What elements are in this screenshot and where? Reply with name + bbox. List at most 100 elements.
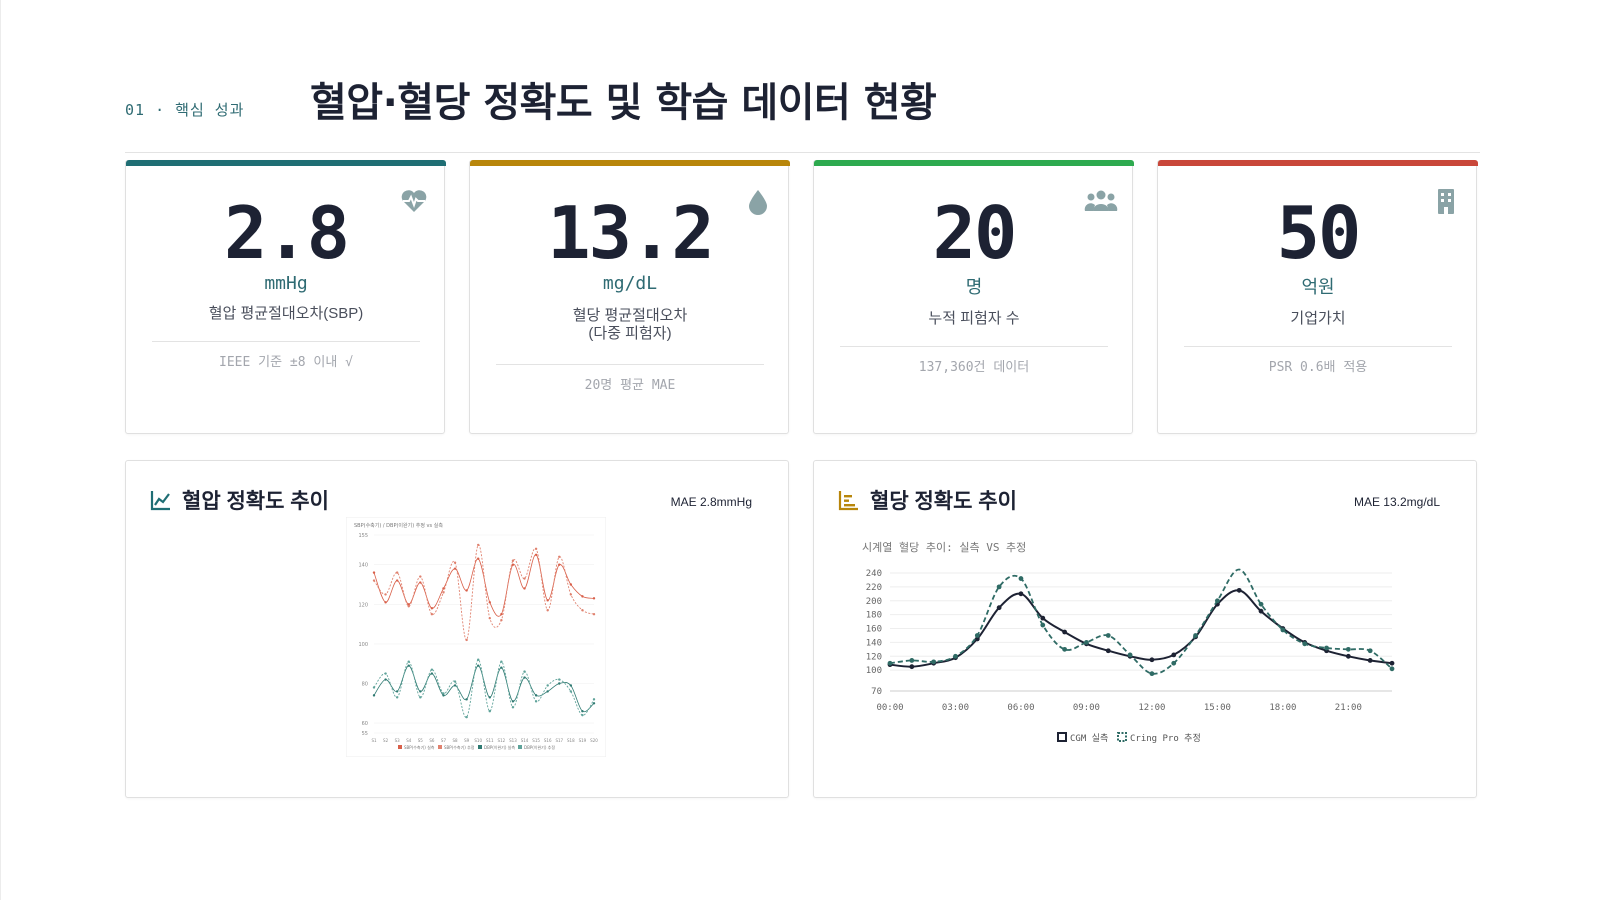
- data-point: [372, 686, 376, 689]
- x-tick-label: S1: [371, 738, 377, 743]
- data-point: [534, 553, 538, 556]
- panel-mae: MAE 2.8mmHg: [670, 495, 752, 509]
- legend-swatch: [1117, 732, 1127, 742]
- data-point: [407, 660, 410, 663]
- data-point: [488, 601, 491, 604]
- y-tick-label: 160: [866, 625, 882, 635]
- data-point: [1324, 645, 1329, 651]
- kpi-note: 20명 평균 MAE: [584, 378, 676, 393]
- kpi-label-line2: (다중 피험자): [588, 325, 672, 342]
- x-tick-label: S18: [567, 738, 575, 743]
- legend-swatch: [438, 745, 442, 749]
- panel-title: 혈당 정확도 추이: [870, 490, 1017, 513]
- bar-chart-icon: [838, 491, 858, 511]
- data-point: [546, 684, 549, 687]
- data-point: [1345, 646, 1351, 652]
- bp-chart: SBP(수축기) / DBP(이완기) 추정 vs 실측 55 60 80 100 120…: [346, 517, 606, 757]
- kpi-card-valuation: 50 억원 기업가치 PSR 0.6배 적용: [1157, 160, 1478, 434]
- data-point: [384, 601, 387, 604]
- data-point: [1214, 598, 1220, 604]
- data-point: [1389, 666, 1395, 672]
- glucose-chart: 시계열 혈당 추이: 실측 VS 추정 70 100 120 140 160 180 200 2…: [862, 540, 1395, 744]
- kpi-card-subjects: 20 명 누적 피험자 수 137,360건 데이터: [813, 160, 1134, 434]
- y-tick-label: 200: [866, 597, 882, 607]
- y-tick-label: 55: [362, 731, 368, 737]
- data-point: [1280, 627, 1286, 633]
- kpi-card-glucose-mae: 13.2 mg/dL 혈당 평균절대오차 (다중 피험자) 20명 평균 MAE: [469, 160, 790, 434]
- data-point: [534, 700, 538, 703]
- data-point: [1367, 648, 1373, 654]
- data-point: [1302, 641, 1308, 647]
- data-point: [1040, 622, 1046, 628]
- data-point: [488, 696, 491, 699]
- data-point: [384, 678, 387, 681]
- section-label: 01 · 핵심 성과: [125, 101, 245, 119]
- data-point: [1171, 660, 1177, 666]
- data-point: [500, 666, 503, 669]
- legend-swatch: [1057, 732, 1067, 742]
- x-tick-label: S3: [395, 738, 401, 743]
- data-point: [1018, 591, 1024, 597]
- x-tick-label: 09:00: [1073, 703, 1100, 713]
- x-tick-label: 00:00: [876, 703, 903, 713]
- data-point: [1127, 652, 1133, 658]
- users-icon: [1084, 190, 1118, 211]
- data-point: [465, 715, 468, 719]
- data-point: [511, 563, 515, 566]
- kpi-value: 2.8: [223, 191, 350, 275]
- data-point: [511, 706, 515, 709]
- data-point: [569, 583, 573, 586]
- glucose-accuracy-panel: 혈당 정확도 추이 MAE 13.2mg/dL 시계열 혈당 추이: 실측 VS…: [813, 460, 1477, 798]
- data-point: [419, 581, 422, 584]
- data-point: [931, 659, 937, 665]
- data-point: [395, 579, 399, 582]
- kpi-accent-bar: [470, 160, 790, 166]
- data-point: [442, 692, 445, 695]
- data-point: [488, 616, 491, 620]
- data-point: [974, 636, 980, 642]
- x-tick-label: S10: [474, 738, 482, 743]
- data-point: [1040, 615, 1046, 621]
- x-tick-label: 21:00: [1335, 703, 1362, 713]
- data-point: [581, 595, 584, 598]
- data-point: [523, 676, 526, 679]
- data-point: [430, 672, 434, 675]
- data-point: [1389, 660, 1395, 666]
- y-tick-label: 70: [871, 687, 882, 697]
- data-point: [407, 603, 410, 606]
- x-tick-label: S7: [441, 738, 447, 743]
- page-title: 혈압·혈당 정확도 및 학습 데이터 현황: [310, 80, 937, 126]
- data-point: [1105, 633, 1111, 638]
- data-point: [534, 694, 538, 697]
- legend-swatch: [398, 745, 402, 749]
- data-point: [592, 613, 596, 616]
- legend-label: DBP(이완기) 실측: [484, 744, 515, 750]
- data-point: [407, 605, 410, 608]
- data-point: [546, 609, 549, 612]
- x-tick-label: S15: [532, 738, 540, 743]
- data-point: [1258, 608, 1264, 614]
- x-tick-label: S4: [406, 738, 412, 743]
- y-tick-label: 80: [362, 682, 368, 688]
- x-tick-label: S14: [521, 738, 529, 743]
- x-tick-label: S19: [579, 738, 587, 743]
- data-point: [1084, 640, 1089, 645]
- kpi-label-line1: 혈당 평균절대오차: [572, 307, 688, 324]
- y-tick-label: 60: [362, 721, 368, 727]
- legend-swatch: [518, 745, 522, 749]
- data-point: [569, 593, 573, 596]
- kpi-value: 13.2: [547, 191, 714, 275]
- data-point: [558, 682, 561, 685]
- y-tick-label: 180: [866, 611, 882, 621]
- chart-title: 시계열 혈당 추이: 실측 VS 추정: [862, 540, 1026, 554]
- legend-label: Cring Pro 추정: [1130, 733, 1201, 744]
- data-point: [592, 597, 596, 600]
- heartbeat-icon: [401, 190, 427, 212]
- y-tick-label: 240: [866, 569, 882, 579]
- x-tick-label: S5: [418, 738, 424, 743]
- data-point: [465, 638, 468, 642]
- data-point: [384, 593, 387, 596]
- x-tick-label: 18:00: [1269, 703, 1296, 713]
- data-point: [372, 571, 376, 574]
